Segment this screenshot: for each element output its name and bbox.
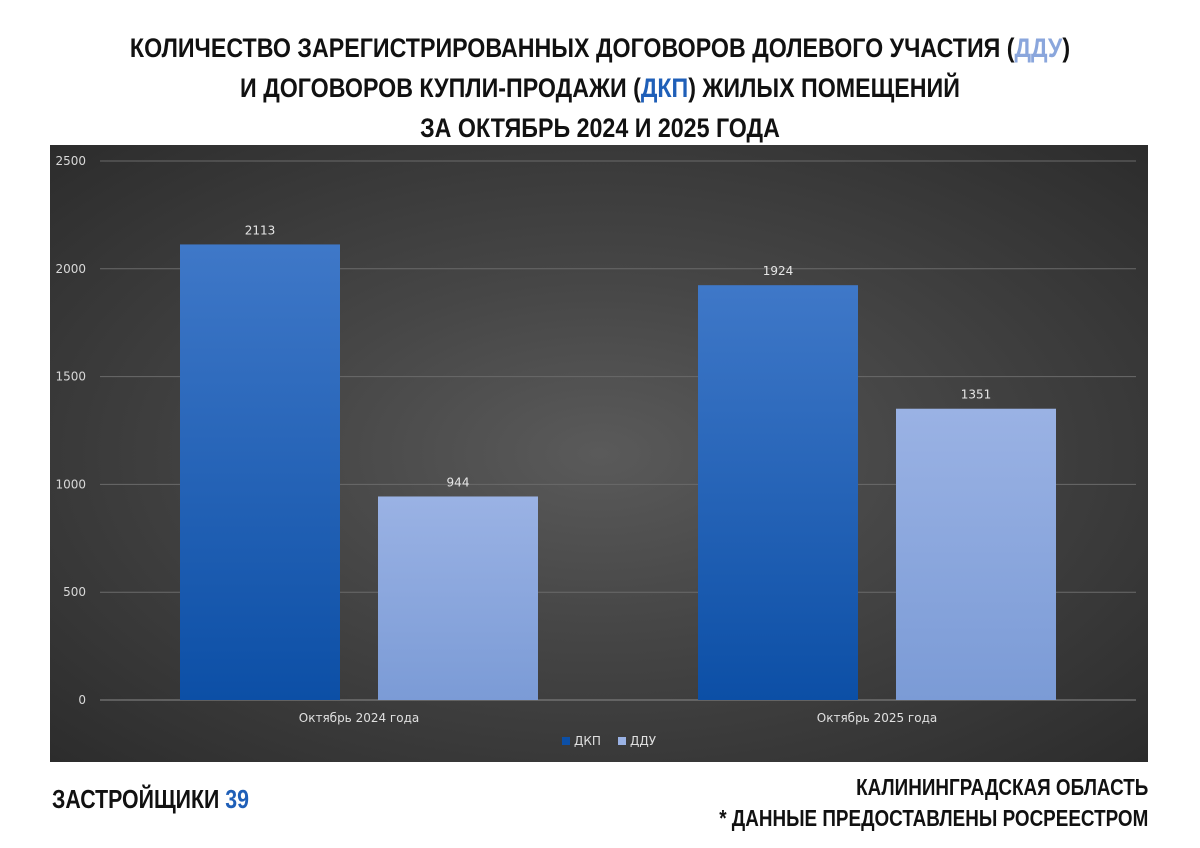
chart-area: 0 500 1000 1500 2000 2500 2113 944 Октябрь 2024 … <box>50 145 1148 762</box>
title-abbr-ddu: ДДУ <box>1014 33 1063 63</box>
title-line-1: Количество зарегистрированных договоров … <box>129 33 1071 63</box>
title-line-2: и договоров купли-продажи (ДКП) жилых по… <box>240 73 960 103</box>
title-abbr-dkp: ДКП <box>640 73 689 103</box>
title-line-3: за октябрь 2024 и 2025 года <box>420 113 780 143</box>
y-tick-label: 1000 <box>55 477 86 491</box>
bar-ДКП-1 <box>698 285 858 700</box>
y-tick-label: 2500 <box>55 154 86 168</box>
brand-logo-text: ЗАСТРОЙЩИКИ 39 <box>52 784 249 815</box>
source-note: * ДАННЫЕ ПРЕДОСТАВЛЕНЫ РОСРЕЕСТРОМ <box>718 805 1148 831</box>
y-tick-label: 0 <box>78 693 86 707</box>
data-label: 1924 <box>763 264 794 278</box>
legend-swatch-ДКП <box>562 737 570 745</box>
y-tick-label: 500 <box>63 585 86 599</box>
brand-text: ЗАСТРОЙЩИКИ <box>52 784 220 814</box>
x-tick-label: Октябрь 2024 года <box>299 711 419 725</box>
data-label: 944 <box>447 475 470 489</box>
legend-label: ДДУ <box>630 734 657 748</box>
legend-swatch-ДДУ <box>618 737 626 745</box>
bar-ДДУ-1 <box>896 408 1056 700</box>
bar-ДКП-0 <box>180 244 340 700</box>
x-tick-label: Октябрь 2025 года <box>817 711 937 725</box>
y-tick-label: 1500 <box>55 370 86 384</box>
data-label: 2113 <box>245 223 276 237</box>
bar-ДДУ-0 <box>378 496 538 700</box>
y-tick-label: 2000 <box>55 262 86 276</box>
data-label: 1351 <box>961 388 992 402</box>
legend-label: ДКП <box>574 734 601 748</box>
region-label: КАЛИНИНГРАДСКАЯ ОБЛАСТЬ <box>855 774 1148 800</box>
bar-chart: 0 500 1000 1500 2000 2500 2113 944 Октябрь 2024 … <box>55 154 1136 748</box>
brand-number: 39 <box>225 784 249 814</box>
footer-notes: КАЛИНИНГРАДСКАЯ ОБЛАСТЬ * ДАННЫЕ ПРЕДОСТ… <box>719 772 1148 834</box>
chart-title: Количество зарегистрированных договоров … <box>84 28 1116 148</box>
